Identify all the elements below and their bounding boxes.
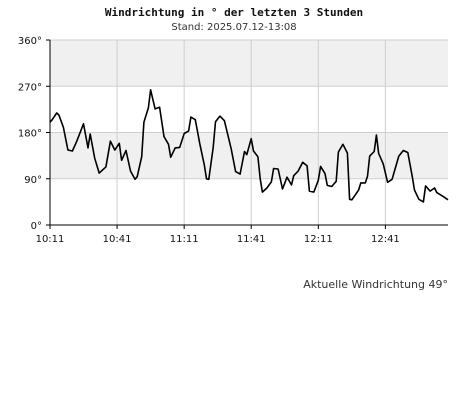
y-tick-label: 180°: [18, 129, 42, 140]
x-tick-label: 10:11: [36, 234, 65, 245]
background-bands: [50, 40, 448, 179]
series-group: [49, 89, 449, 203]
y-tick-label: 360°: [18, 36, 42, 47]
chart-title: Windrichtung in ° der letzten 3 Stunden: [104, 6, 364, 19]
x-tick-label: 11:41: [237, 234, 266, 245]
current-wind-direction: Aktuelle Windrichtung 49°: [303, 278, 448, 291]
y-tick-label: 90°: [24, 175, 42, 186]
x-tick-label: 12:11: [304, 234, 333, 245]
x-tick-label: 10:41: [103, 234, 132, 245]
y-tick-label: 0°: [31, 221, 42, 232]
chart-subtitle: Stand: 2025.07.12-13:08: [171, 22, 297, 33]
tick-labels: 0° 90° 180° 270° 360° 10:11 10:41 11:11 11:41 12:…: [18, 36, 400, 245]
band-270-360: [50, 40, 448, 87]
x-tick-label: 12:41: [371, 234, 400, 245]
line-chart: 0° 90° 180° 270° 360° 10:11 10:41 11:11 11:41 12:…: [18, 36, 449, 245]
y-tick-label: 270°: [18, 82, 42, 93]
band-90-180: [50, 132, 448, 179]
grid-lines: [50, 39, 448, 225]
x-tick-label: 11:11: [170, 234, 199, 245]
series-line-0: [49, 89, 449, 203]
